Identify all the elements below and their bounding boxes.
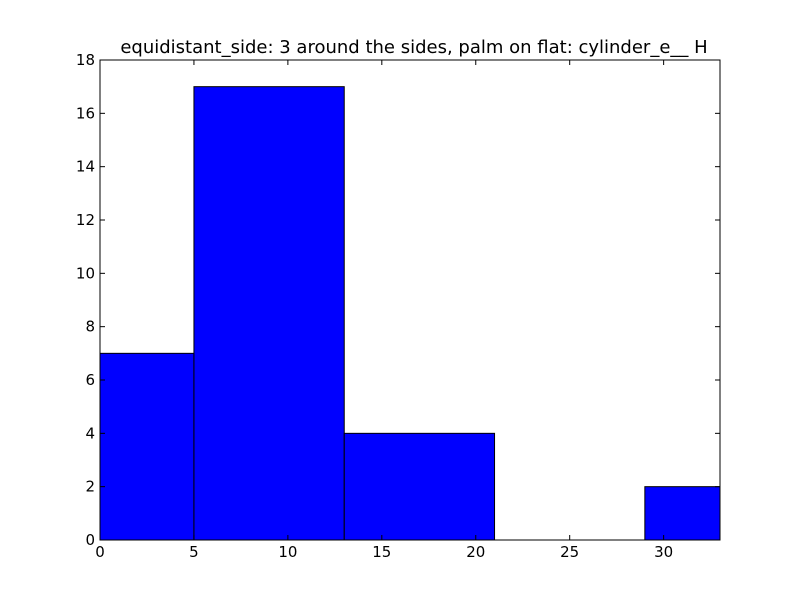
y-tick-label: 18 <box>76 51 95 69</box>
y-tick-label: 14 <box>76 158 95 176</box>
x-tick-label: 20 <box>466 543 485 561</box>
chart-title: equidistant_side: 3 around the sides, pa… <box>120 37 707 58</box>
bars-group <box>99 86 721 541</box>
y-tick-label: 12 <box>76 211 95 229</box>
histogram-bar-0 <box>99 352 195 541</box>
histogram-bar-2 <box>343 432 496 541</box>
x-tick-label: 25 <box>560 543 579 561</box>
histogram-bar-1 <box>193 86 345 541</box>
histogram-bar-4 <box>644 486 721 541</box>
plot-frame <box>99 59 721 541</box>
x-tick-label: 15 <box>372 543 391 561</box>
y-tick-label: 8 <box>85 318 95 336</box>
x-tick-label: 0 <box>95 543 105 561</box>
y-tick-label: 16 <box>76 104 95 122</box>
x-tick-label: 5 <box>189 543 199 561</box>
y-tick-label: 4 <box>85 424 95 442</box>
y-tick-label: 10 <box>76 264 95 282</box>
ticks-group: 0 5 10 15 20 25 30 0 2 4 6 8 10 12 14 16 18 <box>76 51 720 561</box>
y-tick-label: 0 <box>85 531 95 549</box>
y-tick-label: 2 <box>85 478 95 496</box>
x-tick-label: 30 <box>654 543 673 561</box>
x-tick-label: 10 <box>278 543 297 561</box>
y-tick-label: 6 <box>85 371 95 389</box>
